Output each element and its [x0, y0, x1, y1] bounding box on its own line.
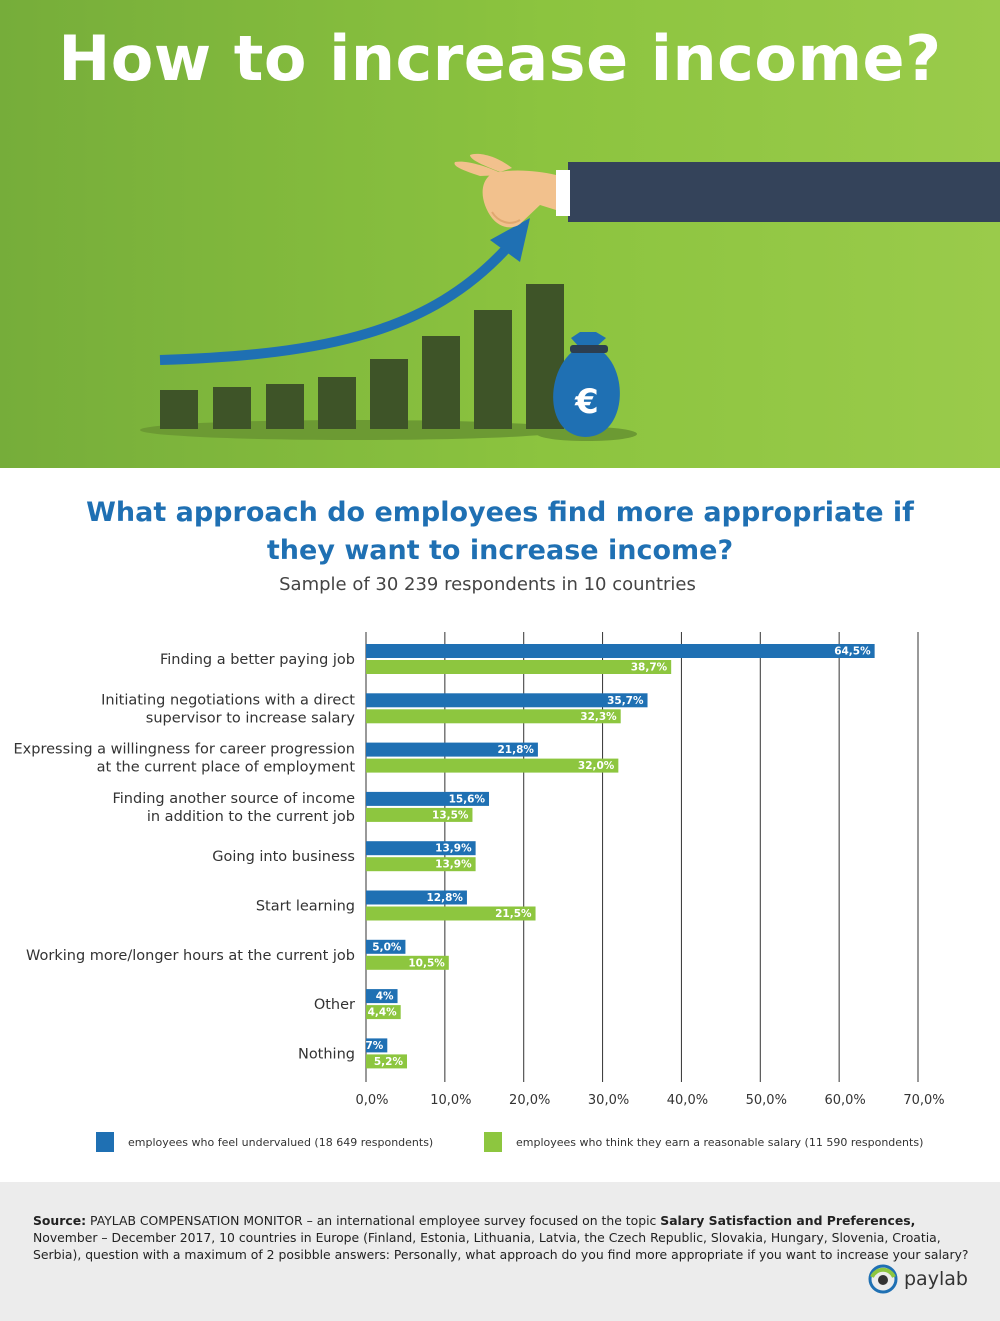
source-note: Source: PAYLAB COMPENSATION MONITOR – an… [33, 1212, 973, 1263]
hand-icon [454, 153, 1000, 228]
legend-swatch [484, 1132, 502, 1152]
legend-label: employees who feel undervalued (18 649 r… [128, 1135, 434, 1149]
bar [366, 807, 473, 822]
bar [366, 890, 467, 905]
x-tick-label: 30,0% [588, 1093, 629, 1108]
data-label: 13,5% [432, 809, 469, 821]
category-label: at the current place of employment [97, 760, 356, 776]
data-label: 4% [376, 991, 394, 1003]
bar [366, 939, 406, 954]
bar [366, 709, 621, 724]
category-label: Other [314, 997, 355, 1013]
bar [366, 989, 398, 1004]
bar [366, 1054, 408, 1069]
growth-bars [160, 284, 564, 429]
data-label: 15,6% [449, 793, 486, 805]
bar [366, 791, 490, 806]
bar [366, 693, 648, 708]
paylab-eye-icon [868, 1264, 898, 1294]
bar-chart: 0,0% 10,0% 20,0% 30,0% 40,0% 50,0% 60,0% 70,0% F… [14, 632, 945, 1108]
bar [366, 841, 476, 856]
euro-symbol: € [574, 382, 599, 422]
chart-title: What approach do employees find more app… [86, 497, 914, 566]
growth-bar [318, 377, 356, 429]
bar [366, 1005, 401, 1020]
chart-legend: employees who feel undervalued (18 649 r… [0, 1132, 1000, 1162]
data-label: 4,4% [368, 1007, 398, 1019]
x-tick-label: 0,0% [355, 1093, 388, 1108]
source-text: PAYLAB COMPENSATION MONITOR – an interna… [86, 1213, 661, 1228]
source-text-rest: November – December 2017, 10 countries i… [33, 1230, 969, 1262]
bar [366, 906, 536, 921]
chart-subtitle: Sample of 30 239 respondents in 10 count… [279, 574, 696, 595]
bar [366, 660, 672, 674]
paylab-logo: paylab [868, 1264, 968, 1294]
category-label: Initiating negotiations with a direct [101, 692, 355, 708]
hero-banner: € How to increase income? [0, 0, 1000, 468]
data-label: 21,8% [497, 744, 534, 756]
x-tick-label: 10,0% [430, 1093, 471, 1108]
category-label: Finding a better paying job [160, 652, 355, 668]
data-label: 32,3% [580, 711, 617, 723]
data-label: 35,7% [607, 695, 644, 707]
growth-bar [474, 310, 512, 429]
legend-item-reasonable: employees who think they earn a reasonab… [484, 1132, 923, 1152]
bar [366, 1038, 388, 1053]
money-bag-icon: € [553, 332, 620, 437]
data-label: 10,5% [408, 957, 445, 969]
source-topic: Salary Satisfaction and Preferences, [660, 1213, 916, 1228]
x-tick-label: 40,0% [667, 1093, 708, 1108]
x-tick-label: 20,0% [509, 1093, 550, 1108]
category-label: in addition to the current job [147, 809, 355, 825]
data-label: 21,5% [495, 908, 532, 920]
growth-bar [213, 387, 251, 429]
data-label: 13,9% [435, 859, 472, 871]
page-title: How to increase income? [58, 22, 942, 95]
legend-item-undervalued: employees who feel undervalued (18 649 r… [96, 1132, 433, 1152]
category-label: Working more/longer hours at the current… [26, 948, 355, 964]
source-label: Source: [33, 1213, 87, 1228]
data-label: 13,9% [435, 843, 472, 855]
data-label: 64,5% [834, 646, 871, 658]
x-tick-label: 60,0% [824, 1093, 865, 1108]
data-label: 2,7% [354, 1040, 384, 1052]
legend-label: employees who think they earn a reasonab… [516, 1135, 924, 1149]
growth-bar [266, 384, 304, 429]
category-label: Start learning [256, 899, 355, 915]
category-label: Finding another source of income [112, 791, 355, 807]
hero-illustration: € [140, 153, 1000, 441]
category-label: supervisor to increase salary [146, 710, 356, 726]
legend-swatch [96, 1132, 114, 1152]
bar [366, 955, 449, 970]
data-label: 12,8% [426, 892, 463, 904]
growth-arrow-line [159, 246, 509, 365]
bar [366, 644, 875, 658]
growth-arrow-head [490, 218, 530, 262]
category-label: Nothing [298, 1046, 355, 1062]
data-label: 5,0% [372, 941, 402, 953]
bar [366, 857, 476, 872]
bar [366, 758, 619, 773]
growth-bar [422, 336, 460, 429]
logo-text: paylab [904, 1268, 968, 1290]
data-label: 5,2% [374, 1056, 404, 1068]
footer: Source: PAYLAB COMPENSATION MONITOR – an… [0, 1182, 1000, 1321]
x-tick-label: 70,0% [903, 1093, 944, 1108]
data-label: 38,7% [631, 662, 668, 674]
category-label: Expressing a willingness for career prog… [14, 742, 356, 758]
data-label: 32,0% [578, 760, 615, 772]
category-label: Going into business [212, 849, 355, 865]
bar [366, 742, 538, 757]
growth-bar [370, 359, 408, 429]
x-tick-label: 50,0% [746, 1093, 787, 1108]
growth-bar [160, 390, 198, 429]
